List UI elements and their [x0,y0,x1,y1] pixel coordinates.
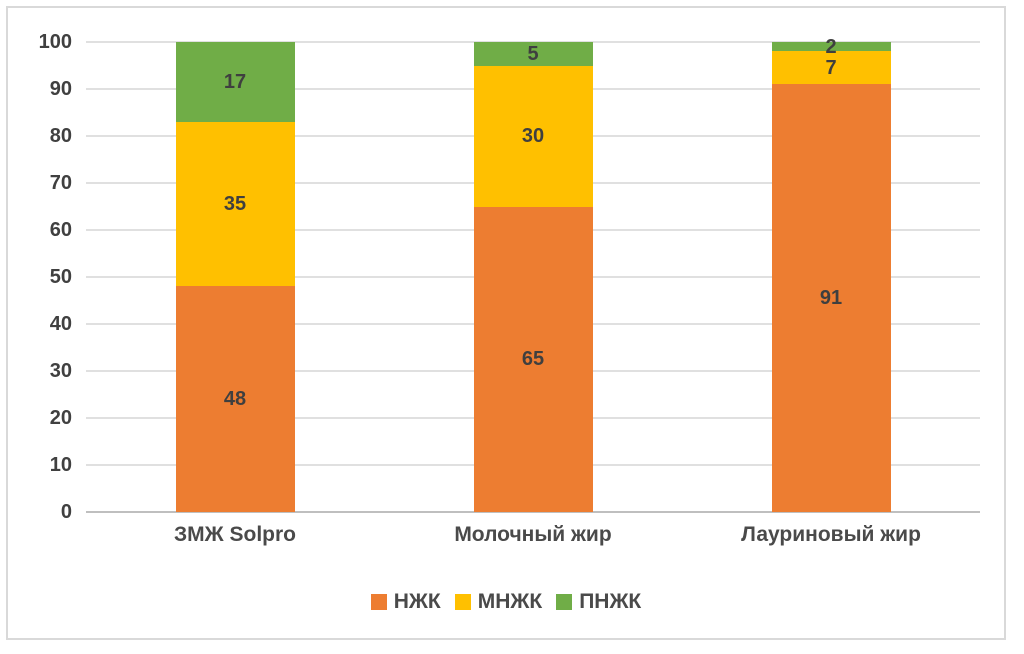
bar-segment: 48 [175,286,295,512]
legend: НЖК МНЖК ПНЖК [8,591,1004,612]
data-label: 65 [521,348,545,371]
y-tick-label: 100 [38,31,72,53]
y-tick-label: 40 [49,313,72,335]
legend-item: ПНЖК [556,591,641,612]
data-label: 7 [825,56,837,79]
y-tick-label: 30 [49,360,72,382]
data-label: 30 [521,125,545,147]
data-label: 2 [825,35,837,58]
data-label: 17 [223,70,247,93]
bar-segment: 7 [771,51,891,85]
legend-swatch-icon [556,593,573,610]
bar-segment: 35 [175,121,295,287]
chart-frame: 0 10 20 30 40 50 60 70 80 90 100 48 35 17 ЗМЖ Solpro 65… [6,6,1006,640]
y-tick-label: 0 [60,501,72,523]
bar-segment: 17 [175,42,295,122]
legend-label: МНЖК [477,590,543,613]
x-axis-line [86,511,980,513]
legend-item: НЖК [370,590,441,613]
bar-segment: 5 [473,42,593,66]
category-label: Молочный жир [454,523,612,546]
category-label: Лауриновый жир [741,523,921,546]
data-label: 35 [223,193,247,216]
bar-segment: 65 [473,206,593,512]
legend-item: МНЖК [454,590,543,613]
bar-segment: 30 [473,65,593,207]
data-label: 5 [527,42,539,65]
y-tick-label: 50 [49,266,72,288]
data-label: 91 [819,287,843,310]
y-tick-label: 90 [49,78,72,100]
y-tick-label: 80 [49,125,72,147]
legend-swatch-icon [370,593,387,610]
y-tick-label: 70 [49,172,72,194]
plot-area: 0 10 20 30 40 50 60 70 80 90 100 48 35 17 ЗМЖ Solpro 65… [39,32,980,546]
bar-segment: 2 [771,37,891,57]
legend-label: НЖК [393,590,441,613]
bar-segment: 91 [771,84,891,512]
legend-label: ПНЖК [579,590,642,613]
data-label: 48 [223,388,247,411]
y-tick-label: 20 [49,407,72,429]
legend-swatch-icon [454,593,471,610]
category-label: ЗМЖ Solpro [174,523,296,546]
y-tick-label: 10 [49,454,72,476]
y-tick-label: 60 [49,219,72,241]
